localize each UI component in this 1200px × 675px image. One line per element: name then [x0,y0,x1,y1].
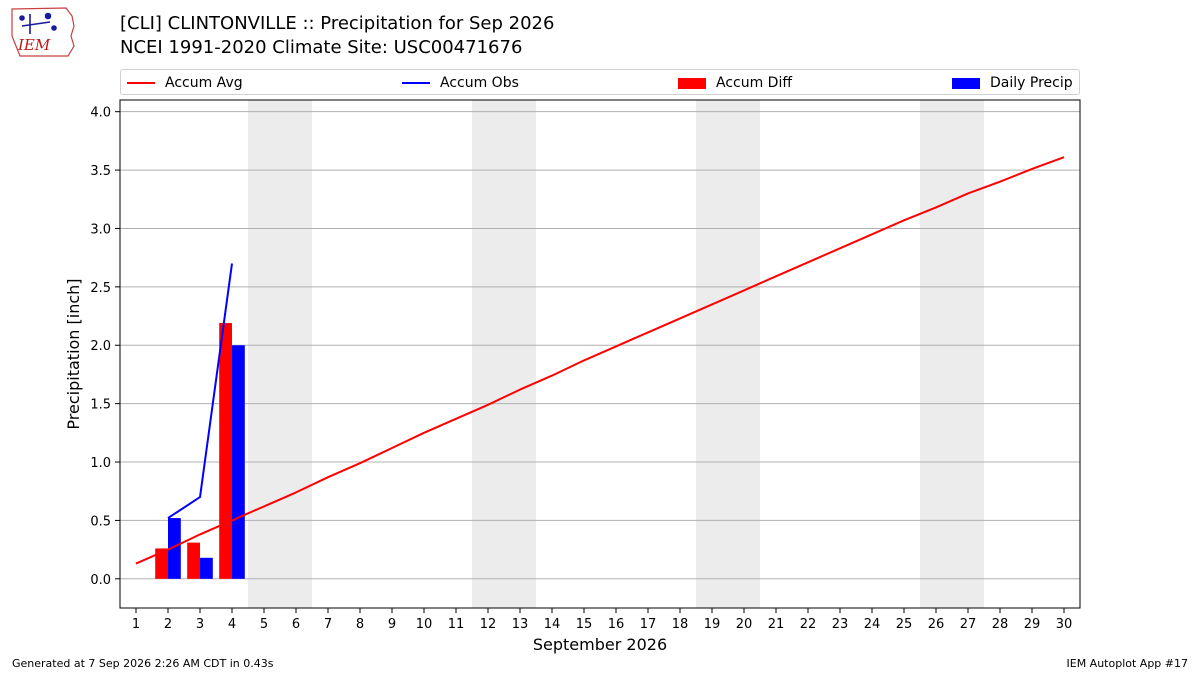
y-tick-label: 2.0 [90,339,111,354]
logo-text: IEM [17,36,51,54]
x-tick-label: 11 [448,617,465,632]
legend-label: Daily Precip [990,75,1073,91]
x-tick-label: 23 [832,617,849,632]
legend-label: Accum Obs [440,75,519,91]
bar-accum-diff [187,542,200,579]
title-line-2: NCEI 1991-2020 Climate Site: USC00471676 [120,37,523,58]
x-tick-label: 3 [196,617,204,632]
y-tick-label: 3.0 [90,222,111,237]
x-tick-label: 7 [324,617,332,632]
x-tick-label: 24 [864,617,881,632]
x-tick-label: 16 [608,617,625,632]
x-tick-label: 30 [1056,617,1073,632]
y-tick-label: 0.5 [90,514,111,529]
x-tick-label: 20 [736,617,753,632]
y-tick-label: 4.0 [90,106,111,121]
legend-label: Accum Avg [165,75,243,91]
legend: Accum Avg Accum Obs Accum Diff Daily Pre… [120,69,1080,95]
x-tick-label: 5 [260,617,268,632]
y-tick-label: 1.5 [90,398,111,413]
legend-swatch [402,82,430,84]
line-accum-obs [167,263,233,519]
y-axis-label: Precipitation [inch] [64,278,83,429]
legend-swatch [952,77,980,89]
x-tick-label: 26 [928,617,945,632]
bar-accum-diff [219,323,232,579]
x-tick-label: 21 [768,617,785,632]
title-line-1: [CLI] CLINTONVILLE :: Precipitation for … [120,13,555,34]
x-axis-label: September 2026 [533,635,667,654]
legend-label: Accum Diff [716,75,793,91]
x-tick-label: 10 [416,617,433,632]
bar-accum-diff [155,548,168,579]
x-tick-label: 18 [672,617,689,632]
x-tick-label: 6 [292,617,300,632]
x-tick-label: 14 [544,617,561,632]
generated-timestamp: Generated at 7 Sep 2026 2:26 AM CDT in 0… [12,657,274,670]
x-tick-label: 1 [132,617,140,632]
bar-daily-precip [168,518,181,579]
legend-item-daily-precip: Daily Precip [952,74,1073,92]
legend-item-accum-avg: Accum Avg [127,74,243,92]
legend-item-accum-diff: Accum Diff [678,74,792,92]
x-tick-label: 27 [960,617,977,632]
weekend-shade [472,100,536,608]
x-tick-label: 29 [1024,617,1041,632]
x-tick-label: 22 [800,617,817,632]
bar-daily-precip [200,557,213,579]
legend-swatch [678,77,706,89]
x-tick-label: 25 [896,617,913,632]
x-tick-label: 13 [512,617,529,632]
legend-item-accum-obs: Accum Obs [402,74,519,92]
x-tick-label: 8 [356,617,364,632]
y-tick-label: 3.5 [90,164,111,179]
y-tick-label: 2.5 [90,281,111,296]
x-tick-label: 4 [228,617,236,632]
weekend-shade [920,100,984,608]
x-tick-label: 19 [704,617,721,632]
x-tick-label: 2 [164,617,172,632]
x-tick-label: 9 [388,617,396,632]
line-accum-avg [135,156,1065,565]
y-tick-label: 0.0 [90,573,111,588]
x-tick-label: 15 [576,617,593,632]
iem-logo: IEM [11,7,75,57]
weekend-shade [248,100,312,608]
x-tick-label: 17 [640,617,657,632]
bar-daily-precip [232,345,245,579]
plot-frame [119,99,1081,609]
legend-swatch [127,82,155,84]
x-tick-label: 12 [480,617,497,632]
weekend-shade [696,100,760,608]
y-tick-label: 1.0 [90,456,111,471]
chart-title: [CLI] CLINTONVILLE :: Precipitation for … [120,12,554,60]
autoplot-app-label: IEM Autoplot App #17 [1066,657,1189,670]
x-tick-label: 28 [992,617,1009,632]
